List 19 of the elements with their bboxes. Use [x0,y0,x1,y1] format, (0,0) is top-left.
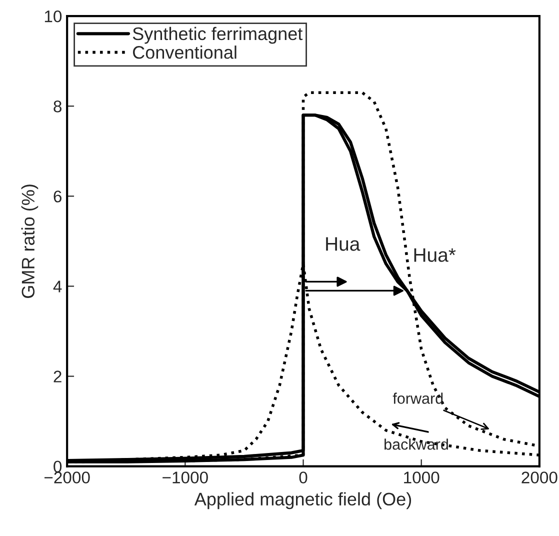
x-tick-label: 0 [299,472,308,484]
x-tick-label: 1000 [404,472,440,484]
legend-label: Synthetic ferrimagnet [132,26,303,44]
y-tick-label: 8 [54,100,62,112]
y-tick-label: 10 [44,10,62,22]
annotation: forward [392,392,443,404]
y-axis-title: GMR ratio (%) [21,184,38,298]
annotation: Hua [326,237,360,251]
x-tick-label: −2000 [44,472,90,484]
legend-label: Conventional [132,46,236,59]
y-tick-label: 0 [54,460,62,473]
y-tick-label: 4 [53,280,62,292]
annotation: Hua* [414,248,456,262]
annotation: backward [384,438,448,450]
x-tick-label: 2000 [522,472,558,484]
y-tick-label: 6 [54,190,62,202]
y-tick-label: 2 [54,370,62,382]
x-tick-label: −1000 [162,472,208,484]
x-axis-title: Applied magnetic field (Oe) [194,492,412,510]
